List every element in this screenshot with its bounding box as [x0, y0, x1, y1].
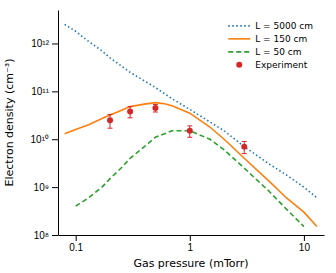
y-tick: 10¹⁰	[31, 134, 58, 145]
y-tick-label: 10¹⁰	[31, 134, 49, 145]
error-bar	[153, 105, 158, 112]
series-line	[76, 131, 304, 227]
y-tick-mark	[52, 235, 58, 236]
legend-swatch	[228, 25, 250, 27]
x-axis-line	[59, 235, 325, 236]
scatter-series	[107, 105, 247, 154]
y-tick: 10¹¹	[31, 86, 58, 97]
x-tick-label: 0.1	[69, 242, 83, 253]
y-tick: 10⁸	[34, 230, 58, 241]
legend-item: L = 150 cm	[228, 34, 307, 44]
scatter-point	[241, 144, 247, 150]
y-tick-mark	[52, 91, 58, 92]
marks	[65, 24, 317, 226]
legend-label: Experiment	[255, 60, 307, 70]
chart: 0.1 1 10 10⁸ 10⁹ 10¹⁰ 10¹¹ 10¹² Gas pressure (mT…	[0, 0, 336, 273]
x-tick-mark	[76, 235, 77, 241]
y-tick: 10⁹	[34, 182, 58, 193]
x-tick-label: 1	[188, 242, 194, 253]
legend-item: Experiment	[236, 60, 307, 70]
x-tick: 1	[188, 235, 194, 253]
y-axis-line	[58, 11, 59, 236]
legend-box	[223, 16, 318, 75]
legend-label: L = 50 cm	[255, 47, 301, 57]
x-tick: 10	[299, 235, 311, 253]
error-bar	[242, 141, 247, 153]
legend-swatch	[228, 51, 250, 53]
series-line	[65, 103, 317, 227]
y-tick-label: 10⁹	[34, 182, 49, 193]
y-tick-label: 10¹²	[31, 38, 49, 49]
legend-label: L = 5000 cm	[255, 21, 313, 31]
y-tick-label: 10¹¹	[31, 86, 49, 97]
x-tick-label: 10	[299, 242, 311, 253]
legend-item: L = 5000 cm	[228, 21, 313, 31]
error-bar	[187, 126, 192, 137]
y-tick-label: 10⁸	[34, 230, 49, 241]
series-line	[65, 24, 317, 197]
scatter-point	[187, 128, 193, 134]
y-tick-mark	[52, 187, 58, 188]
scatter-point	[152, 105, 158, 111]
x-tick-mark	[304, 235, 305, 241]
y-axis-title: Electron density (cm⁻³)	[3, 58, 16, 186]
scatter-point	[107, 117, 113, 123]
legend-swatch	[228, 38, 250, 40]
error-bar	[128, 107, 133, 118]
legend-swatch	[236, 62, 242, 68]
x-axis: 0.1 1 10	[59, 235, 325, 253]
y-tick-mark	[52, 43, 58, 44]
legend-label: L = 150 cm	[255, 34, 307, 44]
y-tick-mark	[52, 139, 58, 140]
y-axis: 10⁸ 10⁹ 10¹⁰ 10¹¹ 10¹²	[31, 11, 59, 241]
y-tick: 10¹²	[31, 38, 58, 49]
legend-item: L = 50 cm	[228, 47, 301, 57]
error-bar	[108, 114, 113, 128]
legend: L = 5000 cm L = 150 cm L = 50 cm Experiment	[223, 16, 318, 75]
x-tick-mark	[190, 235, 191, 241]
x-tick: 0.1	[69, 235, 83, 253]
x-axis-title: Gas pressure (mTorr)	[133, 257, 248, 270]
scatter-point	[127, 108, 133, 114]
plot-area: 0.1 1 10 10⁸ 10⁹ 10¹⁰ 10¹¹ 10¹² Gas pressure (mT…	[3, 11, 325, 271]
